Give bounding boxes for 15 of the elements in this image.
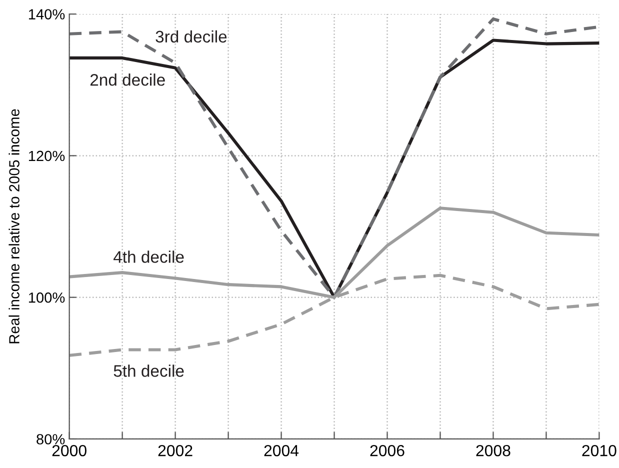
- x-tick-label: 2004: [264, 444, 299, 456]
- y-tick-label: 100%: [28, 292, 65, 303]
- x-tick-label: 2008: [476, 444, 510, 456]
- series-label: 4th decile: [114, 250, 184, 263]
- y-tick-label: 80%: [36, 434, 65, 444]
- y-axis-title: Real income relative to 2005 income: [8, 109, 20, 344]
- x-tick-label: 2006: [370, 444, 404, 456]
- series-label: 5th decile: [114, 364, 184, 377]
- x-tick-label: 2000: [52, 444, 86, 456]
- y-tick-label: 120%: [28, 150, 65, 162]
- x-tick-label: 2002: [158, 444, 192, 456]
- y-tick-label: 140%: [28, 9, 65, 20]
- x-tick-label: 2010: [582, 444, 616, 456]
- series-label: 3rd decile: [156, 30, 227, 43]
- series-label: 2nd decile: [90, 74, 165, 86]
